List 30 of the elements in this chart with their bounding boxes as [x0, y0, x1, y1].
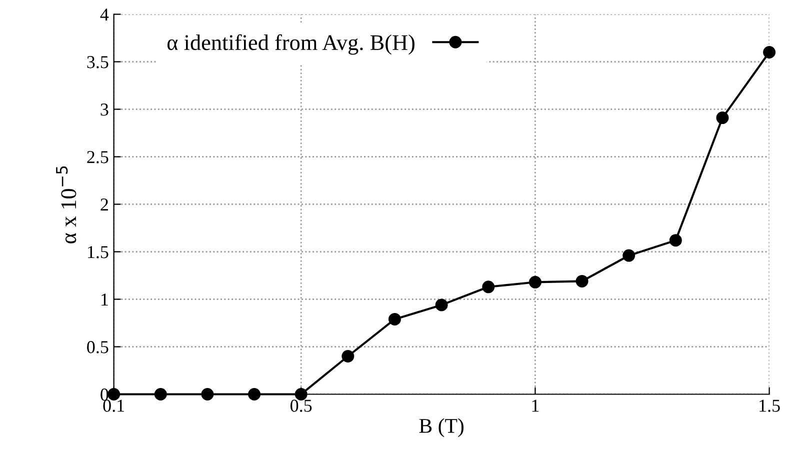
point: [201, 388, 214, 400]
point: [154, 388, 167, 400]
x-axis-title: B (T): [419, 418, 464, 438]
x-tick-label: 0.5: [290, 400, 312, 412]
point: [248, 388, 261, 400]
point: [294, 388, 308, 400]
y-tick-label: 2: [100, 198, 108, 211]
x-tick-label: 1.5: [760, 400, 780, 412]
x-tick-label: 0.1: [103, 400, 124, 412]
point: [716, 112, 729, 124]
point: [669, 234, 682, 247]
y-tick-label: 3: [100, 104, 108, 116]
y-axis-title: α x 10$^{−5}$: [56, 166, 76, 244]
point: [435, 298, 448, 312]
point: [482, 280, 495, 294]
point: [763, 46, 776, 58]
x-tick-label: 1: [532, 400, 539, 412]
y-tick-label: 4: [100, 8, 109, 21]
y-tick-label: 3.5: [87, 56, 108, 68]
point: [388, 312, 401, 326]
y-tick-label: 1.5: [88, 246, 108, 258]
y-tick-label: 2.5: [87, 151, 108, 164]
y-tick-label: 0.5: [87, 341, 108, 354]
point: [342, 350, 354, 362]
legend-label: α identified from Avg. B(H): [167, 34, 414, 55]
y-tick-label: 0: [100, 388, 108, 401]
point: [622, 249, 636, 262]
point: [528, 276, 542, 288]
y-tick-label: 1: [102, 294, 108, 306]
point: [576, 274, 588, 288]
